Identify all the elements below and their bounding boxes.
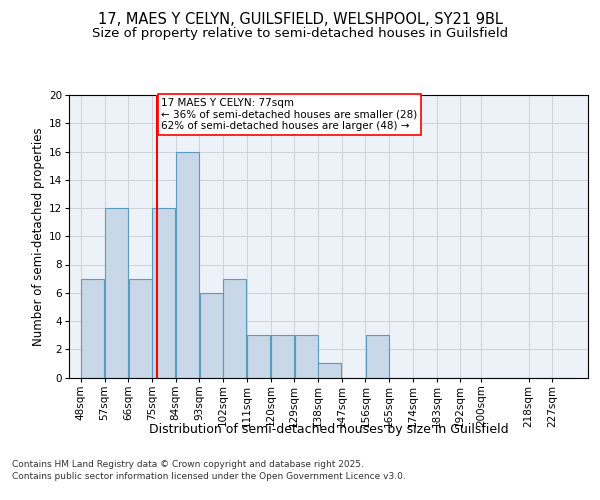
Bar — [152, 208, 175, 378]
Bar — [200, 292, 223, 378]
Y-axis label: Number of semi-detached properties: Number of semi-detached properties — [32, 127, 44, 346]
Text: Contains public sector information licensed under the Open Government Licence v3: Contains public sector information licen… — [12, 472, 406, 481]
Bar — [247, 335, 270, 378]
Bar — [295, 335, 317, 378]
Bar — [105, 208, 128, 378]
Bar — [319, 364, 341, 378]
Bar — [223, 278, 247, 378]
Bar — [366, 335, 389, 378]
Text: 17, MAES Y CELYN, GUILSFIELD, WELSHPOOL, SY21 9BL: 17, MAES Y CELYN, GUILSFIELD, WELSHPOOL,… — [98, 12, 502, 28]
Text: Distribution of semi-detached houses by size in Guilsfield: Distribution of semi-detached houses by … — [149, 422, 509, 436]
Bar — [176, 152, 199, 378]
Text: 17 MAES Y CELYN: 77sqm
← 36% of semi-detached houses are smaller (28)
62% of sem: 17 MAES Y CELYN: 77sqm ← 36% of semi-det… — [161, 98, 418, 131]
Text: Contains HM Land Registry data © Crown copyright and database right 2025.: Contains HM Land Registry data © Crown c… — [12, 460, 364, 469]
Bar — [128, 278, 152, 378]
Bar — [271, 335, 294, 378]
Text: Size of property relative to semi-detached houses in Guilsfield: Size of property relative to semi-detach… — [92, 28, 508, 40]
Bar — [81, 278, 104, 378]
